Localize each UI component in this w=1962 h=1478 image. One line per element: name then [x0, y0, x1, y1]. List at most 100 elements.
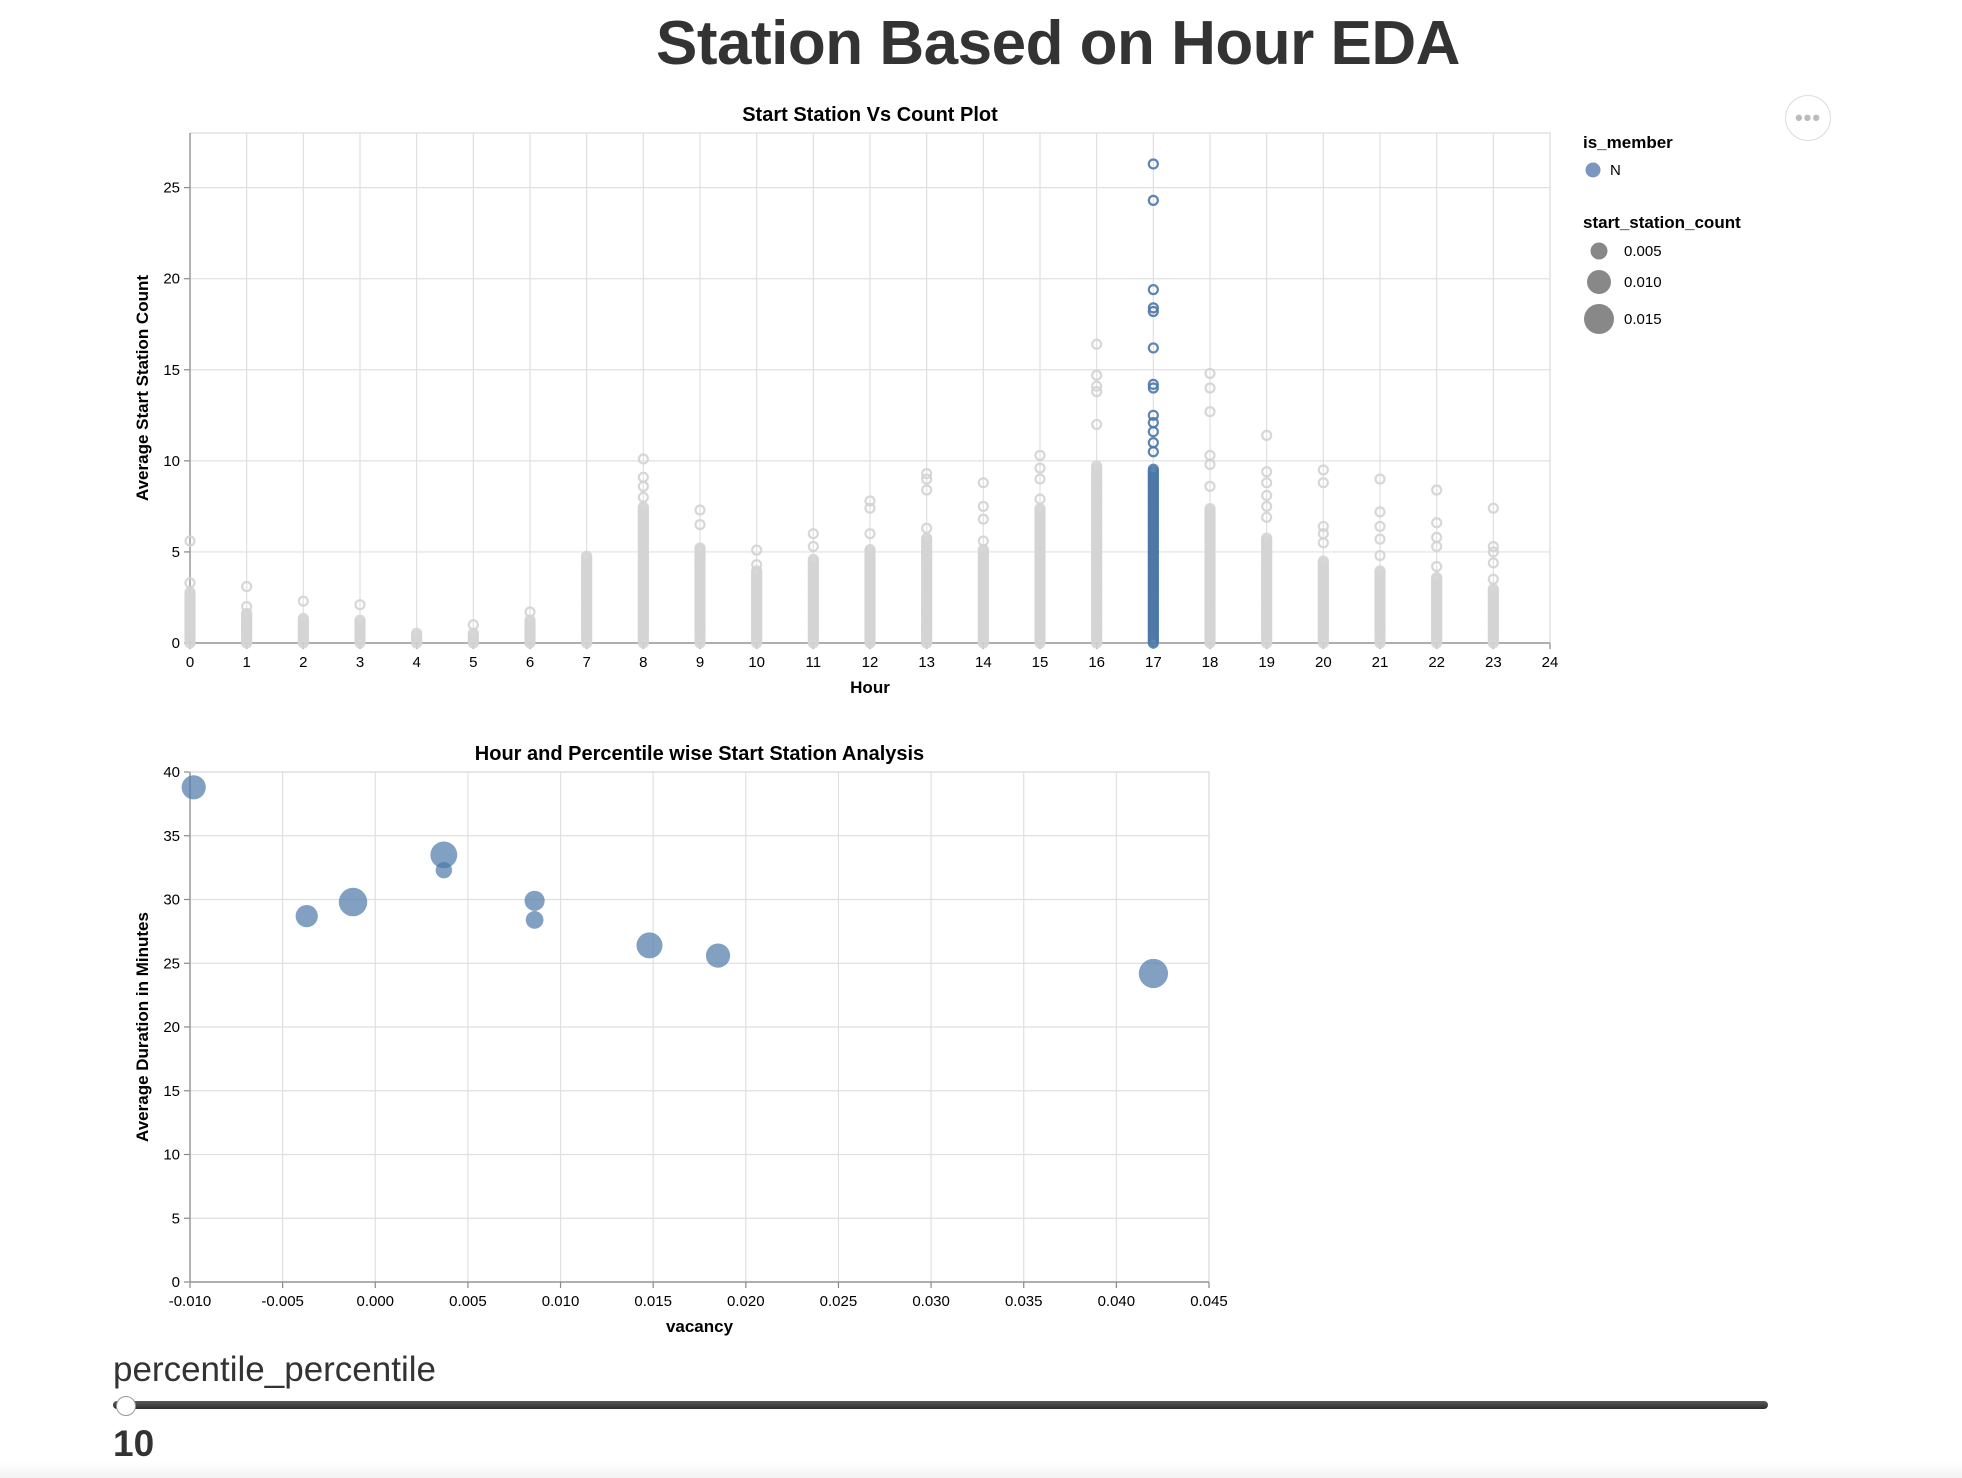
- outlier-point-hour-16: [1091, 386, 1103, 398]
- x-tick-label: 0.040: [1098, 1293, 1136, 1310]
- outlier-point-hour-17: [1147, 158, 1159, 170]
- y-tick-label: 20: [163, 1019, 180, 1036]
- outlier-point-hour-21: [1374, 506, 1386, 518]
- legend-size-label: 0.005: [1624, 243, 1662, 260]
- slider-label: percentile_percentile: [113, 1350, 436, 1389]
- outlier-point-hour-1: [241, 580, 253, 593]
- x-tick-label: 6: [526, 654, 534, 671]
- x-tick-label: 0: [186, 654, 194, 671]
- x-tick-label: 17: [1145, 654, 1162, 671]
- y-tick-label: 0: [172, 635, 180, 652]
- percentile-slider-handle[interactable]: [116, 1396, 136, 1416]
- x-tick-label: 23: [1485, 654, 1502, 671]
- x-axis-title: Hour: [850, 678, 890, 697]
- outlier-point-hour-12: [864, 528, 876, 540]
- outlier-point-hour-17: [1147, 284, 1159, 296]
- outlier-point-hour-0: [184, 535, 196, 547]
- slider-value: 10: [113, 1423, 155, 1464]
- x-tick-label: 20: [1315, 654, 1332, 671]
- x-tick-label: 4: [412, 654, 420, 671]
- bubble-point-9: [1138, 958, 1169, 989]
- y-tick-label: 20: [163, 271, 180, 288]
- point-hour-7: [581, 550, 593, 562]
- outlier-point-hour-9: [694, 504, 706, 516]
- y-tick-label: 15: [163, 1083, 180, 1100]
- outlier-point-hour-21: [1374, 520, 1386, 533]
- outlier-point-hour-17: [1147, 342, 1159, 354]
- bubble-point-6: [525, 911, 544, 929]
- outlier-point-hour-22: [1431, 531, 1443, 543]
- bubble-point-2: [338, 887, 368, 917]
- ellipsis-icon[interactable]: •••: [1785, 95, 1831, 141]
- percentile-slider-track[interactable]: [113, 1401, 1768, 1409]
- outlier-point-hour-11: [807, 528, 819, 540]
- chart-title: Start Station Vs Count Plot: [742, 104, 998, 126]
- outlier-point-hour-16: [1091, 369, 1103, 381]
- legend-title-size: start_station_count: [1583, 213, 1741, 232]
- x-tick-label: 8: [639, 654, 647, 671]
- outlier-point-hour-19: [1261, 477, 1273, 489]
- x-tick-label: 15: [1032, 654, 1049, 671]
- x-tick-label: 7: [582, 654, 590, 671]
- outlier-point-hour-22: [1431, 560, 1443, 573]
- outlier-point-hour-19: [1261, 489, 1273, 502]
- point-hour-17: [1147, 463, 1159, 475]
- outlier-point-hour-17: [1147, 437, 1159, 449]
- legend-symbol-N: [1585, 162, 1601, 178]
- y-tick-label: 5: [172, 1210, 180, 1227]
- point-hour-12: [864, 543, 876, 556]
- bubble-point-8: [705, 943, 731, 968]
- point-hour-2: [297, 612, 309, 625]
- outlier-point-hour-10: [751, 544, 763, 556]
- x-tick-label: 0.030: [912, 1293, 950, 1310]
- x-tick-label: 18: [1202, 654, 1219, 671]
- outlier-point-hour-15: [1034, 462, 1046, 474]
- outlier-point-hour-18: [1204, 480, 1216, 492]
- point-hour-10: [751, 565, 763, 577]
- x-axis-title: vacancy: [666, 1317, 734, 1336]
- hour-percentile-analysis-chart: 0 5 10 15 20 25 30 35 40 -0.010 -0.005 0.000 0.005 0.…: [133, 743, 1228, 1336]
- bubble-point-1: [295, 904, 318, 928]
- outlier-point-hour-17: [1147, 409, 1159, 421]
- y-axis-title: Average Start Station Count: [133, 275, 152, 501]
- x-tick-label: 13: [918, 654, 935, 671]
- legend-size-label: 0.015: [1624, 311, 1662, 328]
- x-tick-label: 3: [356, 654, 364, 671]
- outlier-point-hour-16: [1091, 380, 1103, 392]
- legend-size-symbol: [1584, 304, 1614, 334]
- outlier-point-hour-15: [1034, 493, 1046, 505]
- x-tick-label: 0.020: [727, 1293, 765, 1310]
- x-tick-label: 2: [299, 654, 307, 671]
- footer-bar: [0, 1462, 1962, 1478]
- x-tick-label: 9: [696, 654, 704, 671]
- outlier-point-hour-22: [1431, 517, 1443, 529]
- outlier-point-hour-11: [807, 540, 819, 553]
- x-tick-label: 22: [1428, 654, 1445, 671]
- outlier-point-hour-21: [1374, 473, 1386, 485]
- legend-size-label: 0.010: [1624, 274, 1662, 291]
- x-tick-label: 0.010: [542, 1293, 580, 1310]
- x-tick-label: 12: [862, 654, 879, 671]
- outlier-point-hour-10: [751, 559, 763, 571]
- outlier-point-hour-12: [864, 495, 876, 507]
- outlier-point-hour-17: [1147, 305, 1159, 318]
- outlier-point-hour-17: [1147, 378, 1159, 390]
- outlier-point-hour-14: [977, 477, 989, 489]
- legend-label: N: [1610, 162, 1621, 179]
- y-tick-label: 10: [163, 1147, 180, 1164]
- bubble-point-5: [524, 890, 545, 911]
- outlier-point-hour-21: [1374, 533, 1386, 545]
- x-tick-label: 0.025: [820, 1293, 858, 1310]
- outlier-point-hour-17: [1147, 302, 1159, 314]
- outlier-point-hour-6: [524, 606, 536, 618]
- point-hour-18: [1204, 502, 1216, 515]
- point-hour-20: [1317, 555, 1329, 567]
- bubble-point-0: [181, 775, 206, 800]
- legend-title-color: is_member: [1583, 133, 1673, 152]
- bubble-point-3: [430, 841, 458, 869]
- x-tick-label: 0.045: [1190, 1293, 1228, 1310]
- outlier-point-hour-18: [1204, 449, 1216, 461]
